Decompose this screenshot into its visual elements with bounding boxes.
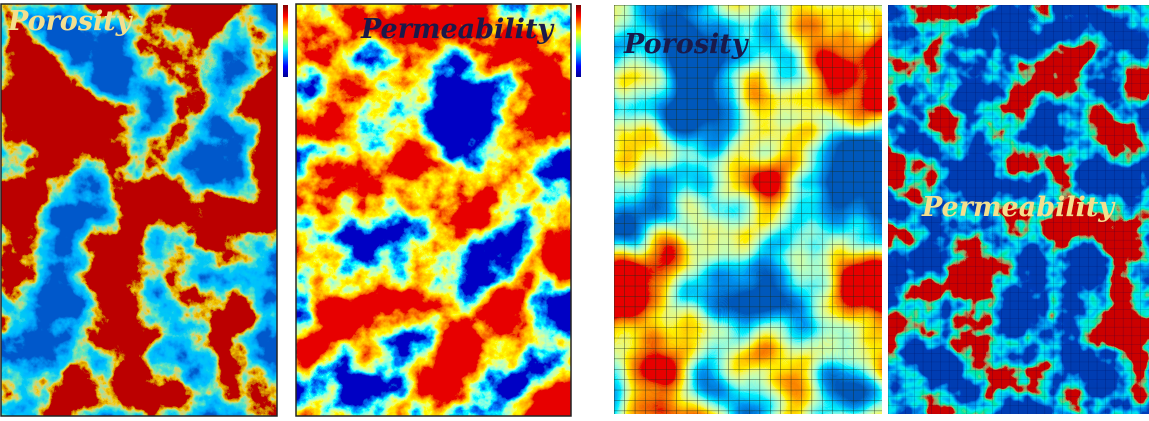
colorbar bbox=[283, 5, 288, 77]
panel-label: Permeability bbox=[921, 192, 1116, 223]
panel-label: Porosity bbox=[623, 29, 750, 60]
grid-overlay bbox=[888, 5, 1149, 414]
grid-overlay bbox=[614, 5, 882, 414]
panel-label: Permeability bbox=[360, 14, 555, 45]
panel-frame bbox=[295, 3, 572, 417]
porosity-map bbox=[1, 4, 277, 416]
colorbar bbox=[576, 5, 581, 77]
panel-frame bbox=[0, 3, 278, 417]
panel-label: Porosity bbox=[7, 6, 134, 37]
permeability-map bbox=[296, 4, 571, 416]
